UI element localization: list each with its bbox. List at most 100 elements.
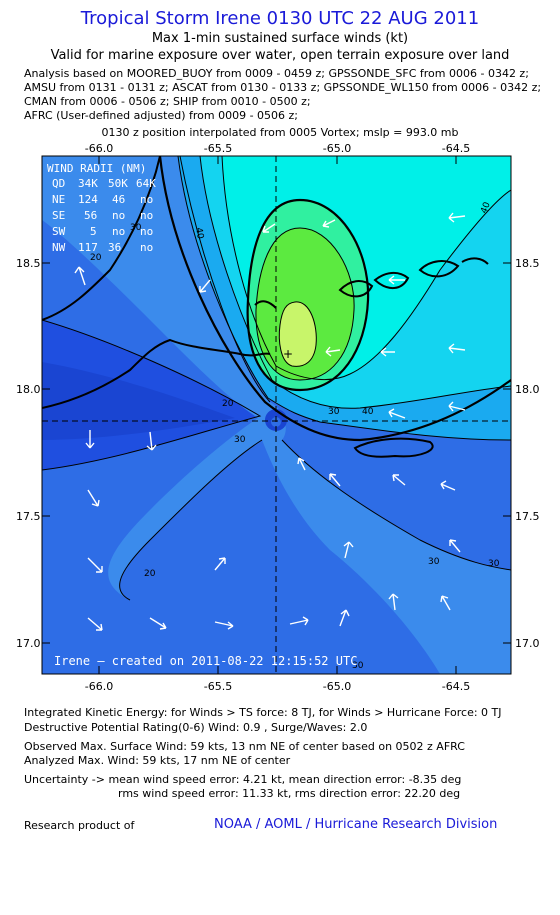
wind-arrow: [87, 557, 103, 573]
contour-line: [42, 319, 262, 471]
lat-tick-label: 18.5: [16, 257, 41, 270]
wind-arrow: [85, 430, 95, 449]
noaa-aoml-link[interactable]: NOAA / AOML / Hurricane Research Divisio…: [214, 817, 498, 832]
contour-lines: [42, 156, 511, 601]
contour-label: 30: [130, 223, 142, 233]
wind-arrow: [74, 266, 86, 286]
wind-arrow: [214, 621, 234, 630]
wind-radii-cell: 124: [78, 193, 98, 206]
wind-radii-header-34k: 34K: [78, 177, 98, 190]
wind-radii-cell: SW: [52, 225, 66, 238]
analysis-line: Analysis based on MOORED_BUOY from 0009 …: [24, 67, 529, 80]
wind-arrow: [262, 223, 276, 233]
wind-arrow: [449, 539, 461, 553]
wind-band-max: [279, 301, 317, 367]
wind-arrow: [146, 431, 157, 451]
wind-radii-cell: SE: [52, 209, 65, 222]
lon-tick-label: -66.0: [85, 142, 113, 155]
wind-arrow: [297, 457, 306, 471]
wind-arrow: [440, 595, 451, 611]
st-croix-outline: [353, 437, 434, 458]
wind-arrow: [343, 541, 354, 559]
subtitle-exposure: Valid for marine exposure over water, op…: [50, 48, 510, 63]
map-frame: [41, 155, 512, 675]
wind-arrow: [322, 219, 336, 228]
contour-label: 30: [328, 407, 340, 417]
wind-arrow: [329, 473, 341, 487]
wind-radii-cell: no: [140, 241, 153, 254]
wind-radii-cell: 46: [112, 193, 125, 206]
puerto-rico-south-coast: [42, 338, 271, 409]
wind-arrow: [380, 347, 395, 357]
lat-tick-labels: 18.5 18.0 17.5 17.0 18.5 18.0 17.5 17.0: [16, 257, 540, 650]
wind-arrow: [339, 609, 350, 627]
lat-tick-label: 17.5: [16, 510, 41, 523]
wind-arrow: [214, 557, 226, 571]
wind-radii-cell: NE: [52, 193, 65, 206]
page-title: Tropical Storm Irene 0130 UTC 22 AUG 201…: [80, 8, 480, 29]
contour-line: [177, 156, 511, 441]
wind-arrow: [87, 617, 103, 631]
analysis-line: AMSU from 0131 - 0131 z; ASCAT from 0130…: [24, 81, 542, 94]
contour-line: [119, 439, 263, 601]
wind-radii-cell: 36: [108, 241, 121, 254]
wind-radii-cell: 5: [90, 225, 97, 238]
uncertainty-mean-line: Uncertainty -> mean wind speed error: 4.…: [24, 773, 462, 786]
virgin-gorda-outline: [461, 257, 489, 265]
tick-labels: -66.0 -65.5 -65.0 -64.5 -66.0 -65.5 -65.…: [85, 142, 470, 693]
contour-label: 40: [479, 201, 492, 215]
analysis-line: CMAN from 0006 - 0506 z; SHIP from 0010 …: [24, 95, 311, 108]
bold-contours: [158, 156, 511, 442]
wind-arrow: [325, 346, 341, 357]
contour-label: 30: [488, 559, 500, 569]
lat-tick-label: 18.0: [515, 383, 540, 396]
contour-label: 30: [428, 557, 440, 567]
lat-tick-label: 18.0: [16, 383, 41, 396]
contour-label: 20: [144, 569, 156, 579]
tortola-outline: [418, 260, 460, 278]
wind-radii-cell: no: [140, 193, 153, 206]
analysis-line: AFRC (User-defined adjusted) from 0009 -…: [24, 109, 299, 122]
wind-radii-cell: 117: [78, 241, 98, 254]
ike-line: Integrated Kinetic Energy: for Winds > T…: [24, 706, 502, 719]
wind-radii-cell: NW: [52, 241, 66, 254]
lon-tick-label: -65.5: [204, 680, 232, 693]
wind-radii-title: WIND RADII (NM): [47, 162, 146, 175]
lon-tick-label: -64.5: [442, 142, 470, 155]
contour-line: [179, 156, 271, 403]
contour-label: 40: [193, 227, 205, 240]
contour-labels: 40 30 20 30 40 20 20 30 30 30 30 40: [90, 201, 500, 671]
wind-arrow: [199, 279, 211, 293]
lon-tick-label: -66.0: [85, 680, 113, 693]
vieques-outline: [254, 300, 277, 309]
wind-radii-cell: no: [112, 209, 125, 222]
wind-radii-table: WIND RADII (NM) QD 34K 50K 64K NE 124 46…: [47, 162, 156, 254]
wind-arrow: [289, 616, 309, 626]
wind-arrow: [149, 617, 167, 630]
contour-label: 30: [352, 661, 364, 671]
wind-radii-cell: no: [140, 225, 153, 238]
contour-34kt: [158, 156, 511, 442]
wind-radii-header-qd: QD: [52, 177, 65, 190]
coastlines: [42, 156, 489, 458]
wind-radii-header-64k: 64K: [136, 177, 156, 190]
wind-arrow: [388, 593, 399, 611]
position-note: 0130 z position interpolated from 0005 V…: [101, 126, 459, 139]
contour-line: [221, 156, 511, 380]
contour-line: [281, 439, 511, 571]
dpr-line: Destructive Potential Rating(0-6) Wind: …: [24, 721, 368, 734]
wind-vectors: [74, 212, 466, 631]
wind-arrow: [388, 275, 405, 285]
axis-ticks: [42, 156, 511, 674]
center-plus: +: [283, 347, 293, 361]
wind-arrow: [392, 474, 406, 486]
map-credit: Irene — created on 2011-08-22 12:15:52 U…: [54, 654, 357, 668]
wind-map: + 40 30 20 30 40 20 20 30 30 30 30 40 WI…: [16, 142, 540, 693]
contour-label: 20: [222, 399, 234, 409]
lat-tick-label: 17.0: [515, 637, 540, 650]
wind-radii-cell: 56: [84, 209, 97, 222]
research-label: Research product of: [24, 819, 135, 832]
lat-tick-label: 17.5: [515, 510, 540, 523]
wind-arrow: [87, 489, 100, 507]
center-crosshair: [42, 156, 511, 674]
